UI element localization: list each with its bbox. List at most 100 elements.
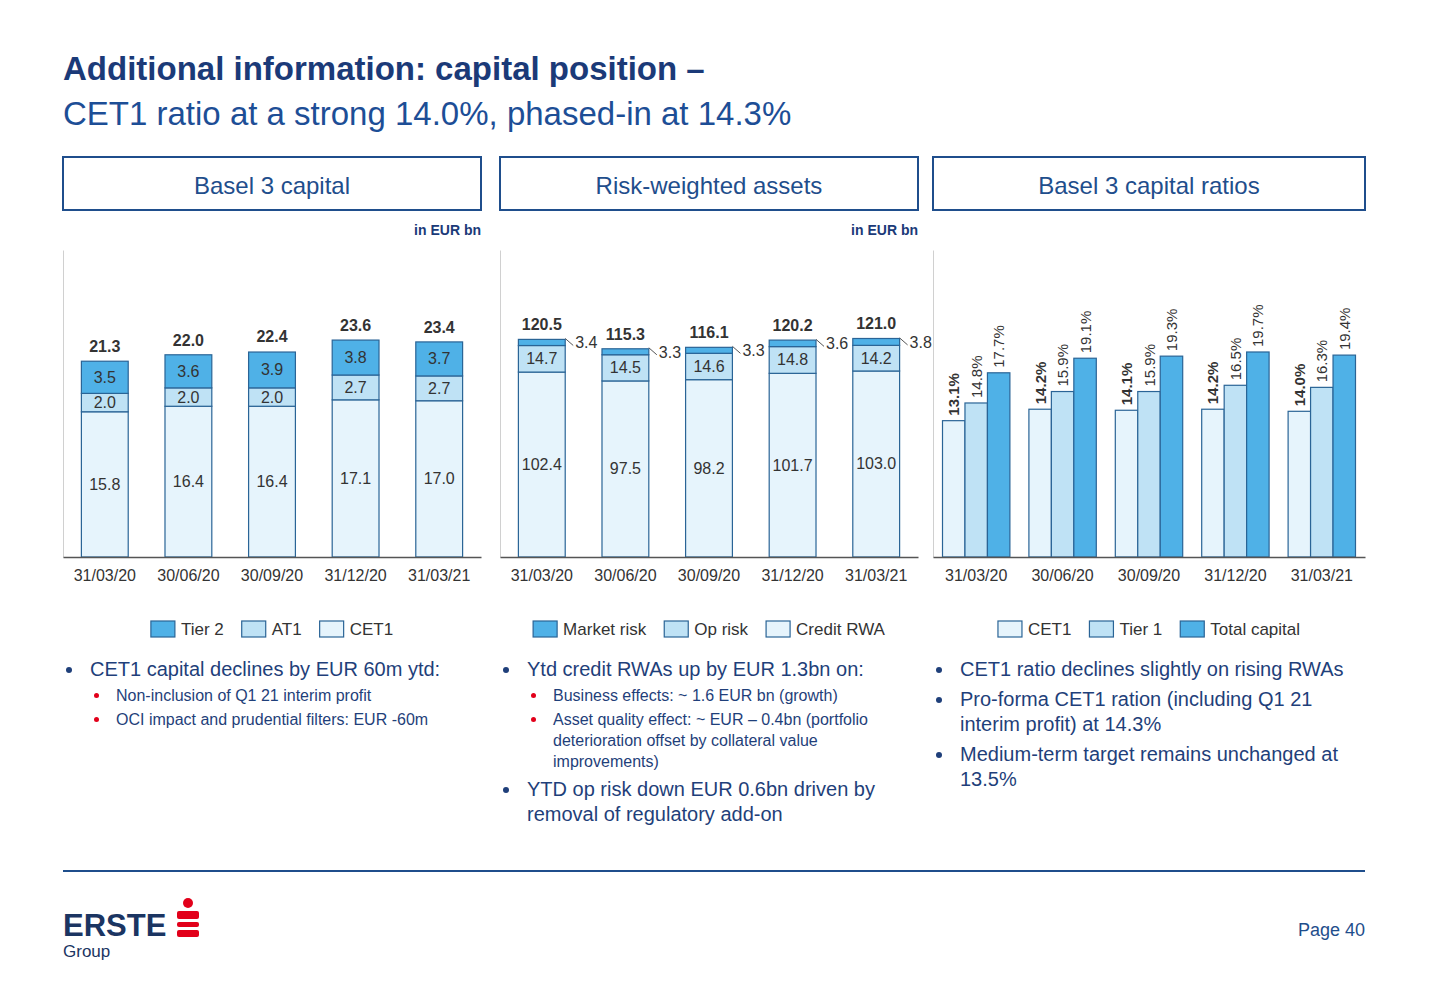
bar-label: 17.7% — [990, 325, 1007, 368]
bar-label: 16.5% — [1227, 338, 1244, 381]
page-title: Additional information: capital position… — [63, 50, 705, 87]
bar-segment — [165, 388, 212, 406]
bar — [1333, 355, 1355, 557]
segment-label: 16.4 — [256, 473, 287, 490]
segment-label: 2.0 — [177, 389, 199, 406]
bar-segment — [769, 373, 816, 557]
legend-swatch — [242, 621, 266, 637]
bar-segment — [686, 353, 733, 379]
note-item-text: Business effects: ~ 1.6 EUR bn (growth) — [553, 685, 918, 706]
note-item-text: Non-inclusion of Q1 21 interim profit — [116, 685, 481, 706]
bar-label: 19.4% — [1336, 308, 1353, 351]
legend-swatch — [766, 621, 790, 637]
legend-swatch — [998, 621, 1022, 637]
legend-swatch — [1180, 621, 1204, 637]
page-subtitle: CET1 ratio at a strong 14.0%, phased-in … — [63, 95, 791, 132]
bar-segment — [332, 340, 379, 375]
bar-label: 19.7% — [1249, 304, 1266, 347]
bar-label: 15.9% — [1054, 344, 1071, 387]
sub-bullet-dot — [531, 693, 536, 698]
bar-label: 15.9% — [1141, 344, 1158, 387]
x-tick-label: 31/03/20 — [74, 567, 136, 584]
segment-label: 2.7 — [344, 379, 366, 396]
note: Medium-term target remains unchanged at … — [933, 742, 1365, 792]
legend-label: Tier 1 — [1119, 620, 1162, 639]
bar — [1288, 411, 1310, 557]
chart-title: Basel 3 capital ratios — [1038, 172, 1259, 199]
bar-segment — [81, 361, 128, 393]
legend-label: CET1 — [350, 620, 393, 639]
bar-segment — [853, 345, 900, 371]
x-tick-label: 31/03/20 — [945, 567, 1007, 584]
bar-segment — [853, 371, 900, 557]
header-box — [63, 157, 481, 210]
bar — [1074, 358, 1096, 557]
x-tick: 30/09/20 — [678, 557, 740, 584]
legend-swatch — [533, 621, 557, 637]
bar — [1160, 356, 1182, 557]
note-text: CET1 ratio declines slightly on rising R… — [960, 657, 1365, 682]
y-axis-line — [500, 251, 501, 558]
notes: CET1 capital declines by EUR 60m ytd:Non… — [63, 657, 481, 735]
legend-label: Credit RWA — [796, 620, 885, 639]
bar — [1224, 385, 1246, 557]
logo-name: ERSTE — [63, 908, 166, 943]
note-text: YTD op risk down EUR 0.6bn driven by rem… — [527, 777, 918, 827]
x-tick-label: 31/03/21 — [408, 567, 470, 584]
x-tick-label: 31/03/21 — [1291, 567, 1353, 584]
segment-label: 17.0 — [424, 470, 455, 487]
notes: CET1 ratio declines slightly on rising R… — [933, 657, 1365, 797]
segment-label: 3.9 — [261, 361, 283, 378]
legend-item: Tier 2 — [151, 620, 224, 639]
segment-label: 3.5 — [94, 369, 116, 386]
note: Ytd credit RWAs up by EUR 1.3bn on:Busin… — [500, 657, 918, 772]
segment-label: 3.6 — [826, 335, 848, 352]
segment-label: 14.7 — [526, 350, 557, 367]
slide: Additional information: capital position… — [0, 0, 1440, 997]
bar-segment — [165, 355, 212, 388]
segment-label: 2.0 — [94, 394, 116, 411]
legend-label: Total capital — [1210, 620, 1300, 639]
bar-segment — [332, 400, 379, 557]
segment-label: 16.4 — [173, 473, 204, 490]
x-tick-label: 31/12/20 — [324, 567, 386, 584]
legend: CET1Tier 1Total capital — [998, 620, 1300, 639]
x-tick-label: 30/09/20 — [241, 567, 303, 584]
chart-unit: in EUR bn — [851, 222, 918, 238]
label-leader — [816, 339, 824, 346]
data-labels: 15.82.03.521.316.42.03.622.016.42.03.922… — [89, 317, 455, 493]
legend: Tier 2AT1CET1 — [151, 620, 393, 639]
x-tick: 31/03/20 — [74, 557, 136, 584]
x-tick: 30/09/20 — [1118, 557, 1180, 584]
bullet-dot — [503, 787, 509, 793]
total-label: 22.0 — [173, 332, 204, 349]
segment-label: 3.4 — [575, 334, 597, 351]
bar-segment — [602, 349, 649, 355]
bar-label: 14.2% — [1032, 362, 1049, 405]
bar-segment — [602, 381, 649, 557]
chart-unit: in EUR bn — [414, 222, 481, 238]
bar-label: 14.0% — [1291, 364, 1308, 407]
segment-label: 3.3 — [659, 344, 681, 361]
segment-label: 2.0 — [261, 389, 283, 406]
bullet-dot — [936, 667, 942, 673]
segment-label: 15.8 — [89, 476, 120, 493]
segment-label: 14.5 — [610, 359, 641, 376]
x-tick-label: 31/12/20 — [761, 567, 823, 584]
x-tick: 30/09/20 — [241, 557, 303, 584]
x-tick-label: 30/06/20 — [1031, 567, 1093, 584]
bullet-dot — [503, 667, 509, 673]
header-box — [500, 157, 918, 210]
bar — [987, 373, 1009, 557]
legend-swatch — [1089, 621, 1113, 637]
chart-title: Basel 3 capital — [194, 172, 350, 199]
bar-segment — [81, 412, 128, 557]
plot-area — [81, 340, 462, 557]
bar-label: 14.2% — [1204, 362, 1221, 405]
x-tick: 31/12/20 — [1204, 557, 1266, 584]
segment-label: 17.1 — [340, 470, 371, 487]
x-axis: 31/03/2030/06/2030/09/2031/12/2031/03/21 — [64, 557, 482, 584]
segment-label: 3.8 — [344, 349, 366, 366]
x-tick-label: 30/09/20 — [1118, 567, 1180, 584]
x-tick: 30/06/20 — [594, 557, 656, 584]
